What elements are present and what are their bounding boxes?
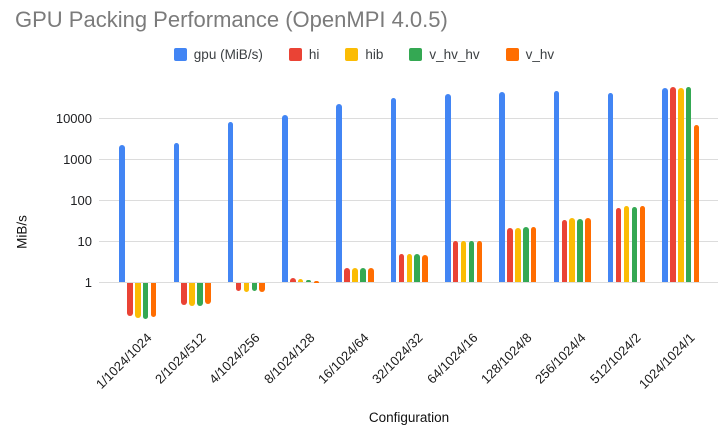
bar-hi-2/1024/512[interactable]: [181, 282, 187, 305]
bar-hi-32/1024/32[interactable]: [398, 253, 405, 283]
legend-label: hib: [365, 46, 384, 62]
bar-gpu (MiB/s)-8/1024/128[interactable]: [282, 114, 288, 283]
legend-label: v_hv: [525, 46, 555, 62]
bar-v_hv_hv-2/1024/512[interactable]: [197, 282, 203, 306]
legend-item-gpu (MiB/s)[interactable]: gpu (MiB/s): [173, 46, 263, 62]
bar-hib-256/1024/4[interactable]: [569, 217, 575, 283]
legend-swatch: [173, 47, 187, 61]
bar-v_hv-512/1024/2[interactable]: [639, 205, 646, 283]
bar-hib-1/1024/1024[interactable]: [135, 282, 141, 319]
legend-label: v_hv_hv: [429, 46, 480, 62]
bar-gpu (MiB/s)-4/1024/256[interactable]: [227, 121, 234, 283]
bar-gpu (MiB/s)-128/1024/8[interactable]: [499, 92, 505, 283]
legend-label: hi: [308, 46, 320, 62]
y-tick-label: 10: [77, 234, 92, 249]
gridline-10000: [99, 118, 718, 119]
x-tick-label: 2/1024/512: [152, 330, 209, 387]
bar-v_hv_hv-16/1024/64[interactable]: [360, 268, 366, 283]
y-tick-label: 1: [84, 275, 92, 290]
gridline-10: [99, 241, 718, 242]
x-tick-label: 32/1024/32: [369, 330, 426, 387]
x-tick-label: 512/1024/2: [586, 330, 644, 387]
bar-gpu (MiB/s)-1024/1024/1[interactable]: [662, 88, 668, 283]
legend-swatch: [345, 47, 359, 61]
y-tick-label: 1000: [63, 152, 92, 167]
bar-gpu (MiB/s)-2/1024/512[interactable]: [173, 143, 180, 283]
bar-v_hv_hv-4/1024/256[interactable]: [251, 282, 258, 291]
bar-v_hv-4/1024/256[interactable]: [259, 282, 265, 292]
bar-v_hv-2/1024/512[interactable]: [205, 282, 211, 304]
legend-swatch: [505, 47, 519, 61]
x-tick-label: 16/1024/64: [314, 330, 372, 387]
bar-hi-16/1024/64[interactable]: [344, 267, 350, 283]
bar-v_hv_hv-8/1024/128[interactable]: [305, 279, 312, 283]
bar-hi-1024/1024/1[interactable]: [670, 86, 676, 283]
y-tick-label: 100: [70, 193, 92, 208]
bar-hib-128/1024/8[interactable]: [515, 228, 521, 283]
legend-item-hib[interactable]: hib: [345, 47, 383, 62]
bar-hi-512/1024/2[interactable]: [615, 207, 622, 283]
bar-hib-2/1024/512[interactable]: [189, 282, 195, 307]
y-tick-label: 10000: [55, 111, 92, 126]
bar-gpu (MiB/s)-512/1024/2[interactable]: [607, 92, 614, 283]
bar-v_hv-256/1024/4[interactable]: [585, 217, 591, 283]
x-tick-label: 1024/1024/1: [635, 330, 698, 392]
bar-v_hv_hv-256/1024/4[interactable]: [577, 218, 583, 283]
x-axis-title: Configuration: [368, 410, 450, 425]
gridline-1000: [99, 159, 718, 160]
x-tick-label: 4/1024/256: [206, 330, 263, 387]
bar-v_hv-8/1024/128[interactable]: [313, 280, 320, 283]
bar-hib-32/1024/32[interactable]: [406, 254, 413, 283]
bar-v_hv-1024/1024/1[interactable]: [693, 125, 700, 283]
bar-gpu (MiB/s)-32/1024/32[interactable]: [390, 97, 397, 283]
bar-v_hv-32/1024/32[interactable]: [422, 254, 428, 283]
bar-v_hv-64/1024/16[interactable]: [476, 240, 483, 283]
chart-title: GPU Packing Performance (OpenMPI 4.0.5): [15, 7, 448, 32]
x-tick-label: 1/1024/1024: [92, 330, 155, 392]
bar-hib-16/1024/64[interactable]: [352, 268, 358, 283]
bar-hi-64/1024/16[interactable]: [452, 241, 459, 283]
bar-hib-64/1024/16[interactable]: [460, 241, 467, 283]
bar-hi-128/1024/8[interactable]: [507, 228, 513, 283]
bar-v_hv-128/1024/8[interactable]: [530, 227, 537, 283]
bar-v_hv_hv-32/1024/32[interactable]: [414, 254, 420, 283]
bar-v_hv_hv-1/1024/1024[interactable]: [142, 282, 149, 319]
bar-v_hv_hv-64/1024/16[interactable]: [468, 241, 475, 283]
bar-hib-512/1024/2[interactable]: [623, 205, 630, 283]
legend-label: gpu (MiB/s): [193, 46, 263, 62]
gridline-100: [99, 200, 718, 201]
y-axis-title: MiB/s: [14, 215, 30, 249]
bar-gpu (MiB/s)-256/1024/4[interactable]: [553, 90, 560, 283]
bar-gpu (MiB/s)-64/1024/16[interactable]: [445, 93, 451, 283]
bar-hi-256/1024/4[interactable]: [561, 220, 568, 283]
gridline-1: [99, 282, 718, 283]
x-tick-label: 8/1024/128: [260, 330, 318, 387]
bar-hi-1/1024/1024[interactable]: [127, 282, 133, 317]
bar-v_hv-16/1024/64[interactable]: [368, 267, 374, 283]
bar-gpu (MiB/s)-1/1024/1024[interactable]: [119, 144, 125, 283]
bar-gpu (MiB/s)-16/1024/64[interactable]: [336, 103, 342, 283]
bar-hib-1024/1024/1[interactable]: [678, 88, 684, 283]
legend-swatch: [288, 47, 302, 61]
bar-hib-8/1024/128[interactable]: [297, 279, 304, 283]
legend-item-v_hv[interactable]: v_hv: [505, 46, 555, 62]
bar-hi-4/1024/256[interactable]: [235, 282, 242, 291]
bar-v_hv-1/1024/1024[interactable]: [150, 282, 157, 317]
x-tick-label: 64/1024/16: [423, 330, 481, 387]
bar-hi-8/1024/128[interactable]: [290, 277, 296, 283]
legend-item-v_hv_hv[interactable]: v_hv_hv: [409, 46, 480, 62]
bar-v_hv_hv-1024/1024/1[interactable]: [685, 86, 692, 283]
bar-hib-4/1024/256[interactable]: [243, 282, 250, 292]
bar-v_hv_hv-128/1024/8[interactable]: [523, 227, 529, 283]
legend-item-hi[interactable]: hi: [288, 46, 320, 62]
x-tick-label: 128/1024/8: [477, 330, 535, 387]
x-tick-label: 256/1024/4: [532, 330, 589, 387]
legend: gpu (MiB/s) hi hib v_hv_hv v_hv: [0, 44, 728, 64]
bar-v_hv_hv-512/1024/2[interactable]: [631, 206, 638, 283]
legend-swatch: [409, 47, 423, 61]
